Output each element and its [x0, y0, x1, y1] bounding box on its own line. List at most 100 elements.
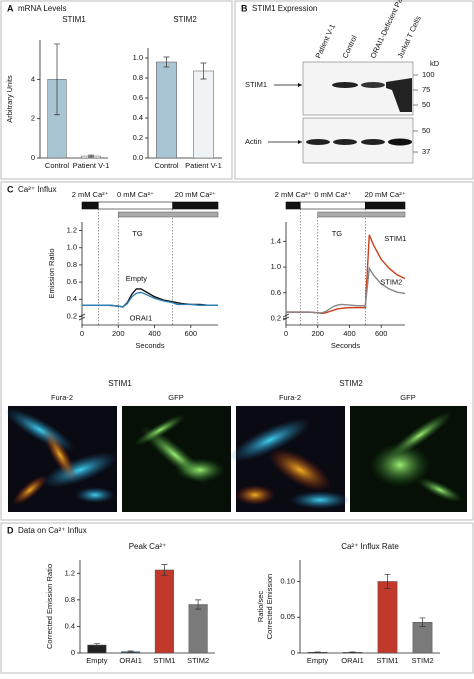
- micrograph: [350, 406, 467, 512]
- image-group-label: STIM2: [339, 379, 363, 388]
- x-axis-label: Seconds: [135, 341, 164, 350]
- y-tick-label: 0.0: [133, 153, 143, 162]
- x-tick-label: Patient V-1: [185, 161, 222, 170]
- condition-bar: [98, 201, 173, 210]
- error-bar: [54, 43, 60, 116]
- y-tick-label: 1.0: [271, 262, 281, 271]
- treatment-label: TG: [132, 229, 143, 238]
- panel-title: mRNA Levels: [18, 4, 66, 13]
- marker-label: 50: [422, 126, 430, 135]
- bar: [154, 569, 174, 654]
- x-tick-label: 600: [375, 329, 388, 338]
- marker-label: 100: [422, 70, 435, 79]
- condition-bar: [81, 201, 99, 210]
- condition-label: 2 mM Ca²⁺: [275, 190, 312, 199]
- y-tick-label: 0.8: [133, 73, 143, 82]
- y-tick-label: 1.0: [133, 53, 143, 62]
- chart-title: STIM2: [173, 15, 197, 24]
- arrow-head: [298, 83, 302, 87]
- error-bar: [349, 651, 356, 653]
- panel-title: Ca²⁺ Influx: [18, 185, 56, 194]
- line-series: [286, 266, 406, 314]
- y-tick-label: 0.4: [67, 294, 77, 303]
- chart-title: Peak Ca²⁺: [129, 542, 167, 551]
- panel-letter: D: [7, 525, 14, 535]
- series-label: Empty: [126, 274, 148, 283]
- bar: [188, 604, 208, 654]
- y-tick-label: 0.6: [133, 93, 143, 102]
- bar: [193, 70, 214, 159]
- y-tick-label: 0: [71, 648, 75, 657]
- lane-label: Jurkat T Cells: [395, 14, 423, 59]
- x-tick-label: STIM2: [411, 656, 433, 665]
- marker-label: 50: [422, 100, 430, 109]
- line-series: [82, 288, 218, 308]
- image-channel-label: Fura-2: [279, 393, 301, 402]
- y-tick-label: 0.2: [271, 314, 281, 323]
- lane-label: Control: [340, 34, 359, 60]
- line-series: [82, 291, 218, 308]
- marker-label: 37: [422, 147, 430, 156]
- micrograph: [122, 406, 231, 512]
- condition-label: 20 mM Ca²⁺: [365, 190, 406, 199]
- image-group-label: STIM1: [108, 379, 132, 388]
- band: [361, 82, 385, 88]
- band: [332, 82, 358, 88]
- arrow-head: [298, 140, 302, 144]
- panel-frame: [0, 0, 233, 180]
- lane-label: Patient V-1: [313, 23, 337, 60]
- y-tick-label: 0.4: [133, 113, 143, 122]
- series-label: STIM2: [380, 277, 402, 286]
- condition-bar: [365, 201, 406, 210]
- y-tick-label: 0.8: [65, 595, 75, 604]
- panel-letter: A: [7, 3, 14, 13]
- x-tick-label: STIM1: [153, 656, 175, 665]
- chart-title: Ca²⁺ Influx Rate: [341, 542, 399, 551]
- error-bar: [88, 154, 94, 158]
- blot-row-label: Actin: [245, 137, 262, 146]
- panel-title: STIM1 Expression: [252, 4, 317, 13]
- y-tick-label: 0.6: [67, 277, 77, 286]
- x-tick-label: Control: [45, 161, 70, 170]
- panel-letter: C: [7, 184, 14, 194]
- condition-bar: [172, 201, 219, 210]
- error-bar: [314, 651, 321, 653]
- error-bar: [161, 564, 168, 576]
- x-tick-label: 400: [343, 329, 356, 338]
- chart-title: STIM1: [62, 15, 86, 24]
- y-tick-label: 0.6: [271, 288, 281, 297]
- band: [361, 139, 385, 145]
- micrograph: [228, 406, 350, 512]
- y-tick-label: 4: [31, 74, 35, 83]
- y-axis-label: Emission Ratio: [47, 248, 56, 298]
- y-axis-label: Arbitrary Units: [5, 75, 14, 123]
- y-axis-label: Ratio/sec: [256, 591, 265, 623]
- treatment-bar: [317, 211, 406, 218]
- error-bar: [200, 62, 207, 80]
- x-tick-label: Empty: [86, 656, 108, 665]
- series-label: ORAI1: [130, 313, 153, 322]
- x-tick-label: 0: [284, 329, 288, 338]
- marker-label: 75: [422, 85, 430, 94]
- band: [306, 139, 330, 145]
- error-bar: [127, 650, 134, 653]
- y-tick-label: 0.2: [133, 133, 143, 142]
- condition-bar: [299, 201, 366, 210]
- western-blot: STIM1 Actin kD: [245, 59, 440, 164]
- error-bar: [163, 56, 170, 68]
- treatment-bar: [118, 211, 219, 218]
- axis-break: [78, 313, 86, 321]
- bar: [377, 581, 398, 654]
- panel-title: Data on Ca²⁺ Influx: [18, 526, 87, 535]
- x-tick-label: STIM2: [187, 656, 209, 665]
- panel-frame: [0, 522, 474, 674]
- y-tick-label: 0.8: [67, 260, 77, 269]
- blot-row-label: STIM1: [245, 80, 267, 89]
- x-tick-label: ORAI1: [341, 656, 364, 665]
- micrographs: STIM1 STIM2 Fura-2 GFP Fura-2 GFP: [4, 379, 467, 512]
- blot-unit: kD: [430, 59, 440, 68]
- image-channel-label: GFP: [168, 393, 183, 402]
- x-tick-label: Control: [154, 161, 179, 170]
- x-tick-label: 600: [185, 329, 198, 338]
